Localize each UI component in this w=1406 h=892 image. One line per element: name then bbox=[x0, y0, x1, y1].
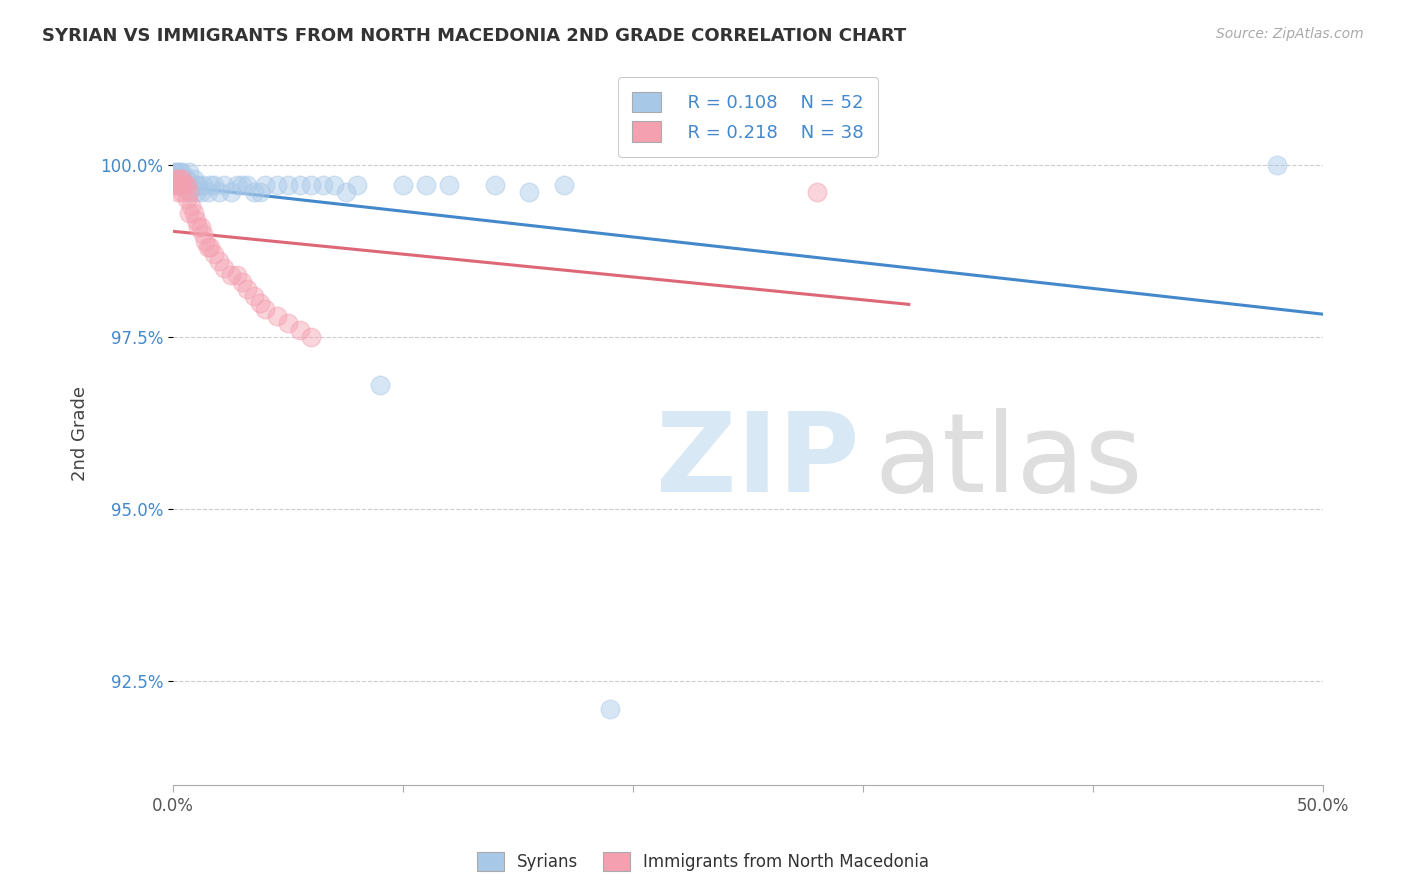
Point bbox=[172, 186, 194, 200]
Point bbox=[190, 219, 212, 234]
Point bbox=[180, 178, 202, 193]
Point bbox=[1265, 158, 1288, 172]
Point bbox=[197, 186, 219, 200]
Point bbox=[254, 178, 277, 193]
Point bbox=[169, 171, 191, 186]
Point bbox=[179, 186, 201, 200]
Point bbox=[187, 219, 209, 234]
Text: SYRIAN VS IMMIGRANTS FROM NORTH MACEDONIA 2ND GRADE CORRELATION CHART: SYRIAN VS IMMIGRANTS FROM NORTH MACEDONI… bbox=[42, 27, 907, 45]
Point bbox=[208, 254, 231, 268]
Point bbox=[173, 178, 195, 193]
Point bbox=[288, 178, 311, 193]
Point bbox=[166, 164, 188, 178]
Point bbox=[191, 178, 214, 193]
Point bbox=[323, 178, 346, 193]
Point bbox=[231, 178, 253, 193]
Point bbox=[235, 178, 257, 193]
Point bbox=[599, 702, 621, 716]
Point bbox=[288, 323, 311, 337]
Point bbox=[176, 178, 198, 193]
Point bbox=[249, 186, 271, 200]
Point bbox=[176, 192, 198, 206]
Legend:   R = 0.108    N = 52,   R = 0.218    N = 38: R = 0.108 N = 52, R = 0.218 N = 38 bbox=[617, 77, 877, 157]
Point bbox=[197, 240, 219, 254]
Legend: Syrians, Immigrants from North Macedonia: Syrians, Immigrants from North Macedonia bbox=[468, 843, 938, 880]
Point bbox=[166, 171, 188, 186]
Point bbox=[165, 178, 187, 193]
Point bbox=[226, 178, 249, 193]
Point bbox=[172, 171, 194, 186]
Point bbox=[179, 206, 201, 220]
Point bbox=[335, 186, 357, 200]
Y-axis label: 2nd Grade: 2nd Grade bbox=[72, 386, 89, 481]
Point bbox=[242, 186, 264, 200]
Point bbox=[191, 227, 214, 241]
Point bbox=[183, 206, 205, 220]
Point bbox=[219, 186, 242, 200]
Point bbox=[299, 178, 322, 193]
Point bbox=[242, 288, 264, 302]
Point bbox=[299, 330, 322, 344]
Point bbox=[311, 178, 333, 193]
Point bbox=[176, 178, 198, 193]
Point bbox=[166, 178, 188, 193]
Point bbox=[194, 234, 217, 248]
Point bbox=[484, 178, 506, 193]
Point bbox=[204, 178, 226, 193]
Point bbox=[219, 268, 242, 282]
Point bbox=[166, 178, 188, 193]
Point bbox=[415, 178, 437, 193]
Point bbox=[346, 178, 368, 193]
Point bbox=[169, 171, 191, 186]
Point bbox=[165, 164, 187, 178]
Point bbox=[226, 268, 249, 282]
Point bbox=[184, 186, 207, 200]
Point bbox=[368, 378, 391, 392]
Point bbox=[179, 186, 201, 200]
Point bbox=[277, 316, 299, 330]
Point bbox=[212, 261, 235, 276]
Point bbox=[235, 282, 257, 296]
Point bbox=[169, 178, 191, 193]
Point bbox=[183, 171, 205, 186]
Point bbox=[179, 164, 201, 178]
Point bbox=[166, 171, 188, 186]
Point bbox=[231, 275, 253, 289]
Point bbox=[173, 178, 195, 193]
Text: ZIP: ZIP bbox=[655, 408, 859, 515]
Point bbox=[212, 178, 235, 193]
Point bbox=[198, 240, 221, 254]
Text: Source: ZipAtlas.com: Source: ZipAtlas.com bbox=[1216, 27, 1364, 41]
Point bbox=[519, 186, 541, 200]
Point bbox=[254, 302, 277, 317]
Point bbox=[249, 295, 271, 310]
Point bbox=[165, 164, 187, 178]
Point bbox=[208, 186, 231, 200]
Point bbox=[266, 310, 288, 324]
Point bbox=[190, 186, 212, 200]
Point bbox=[277, 178, 299, 193]
Point bbox=[204, 247, 226, 261]
Point bbox=[180, 199, 202, 213]
Point bbox=[553, 178, 575, 193]
Point bbox=[176, 171, 198, 186]
Text: atlas: atlas bbox=[875, 408, 1143, 515]
Point bbox=[169, 178, 191, 193]
Point bbox=[166, 186, 188, 200]
Point bbox=[187, 178, 209, 193]
Point bbox=[165, 171, 187, 186]
Point bbox=[184, 178, 207, 193]
Point bbox=[437, 178, 460, 193]
Point bbox=[184, 213, 207, 227]
Point bbox=[198, 178, 221, 193]
Point bbox=[169, 164, 191, 178]
Point bbox=[172, 171, 194, 186]
Point bbox=[173, 171, 195, 186]
Point bbox=[806, 186, 828, 200]
Point bbox=[392, 178, 415, 193]
Point bbox=[172, 164, 194, 178]
Point bbox=[266, 178, 288, 193]
